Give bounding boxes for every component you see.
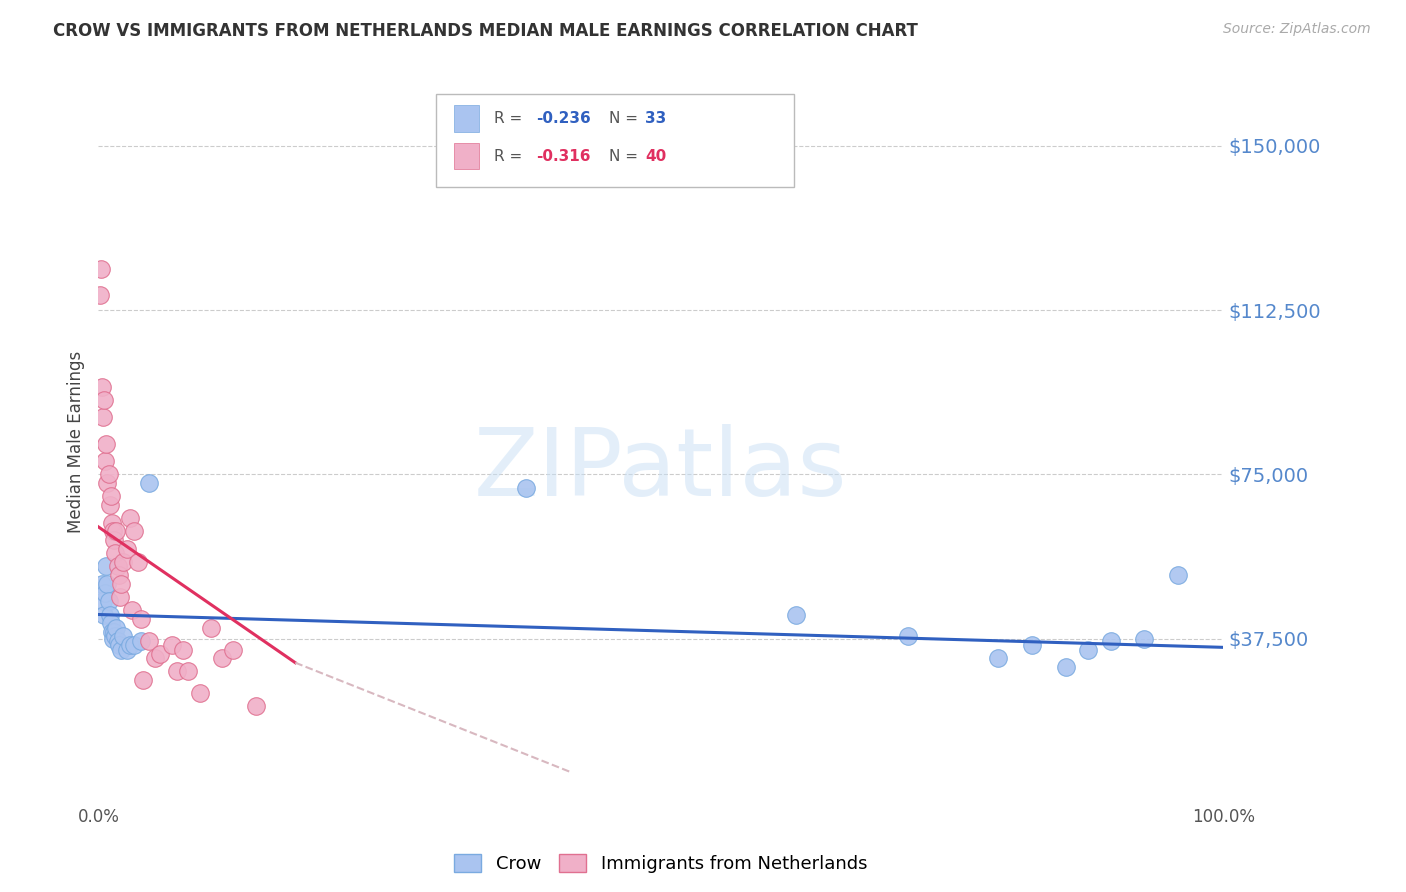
Point [107, 633, 129, 648]
Point [118, 511, 141, 525]
Point [1167, 568, 1189, 582]
Text: 40: 40 [645, 149, 666, 163]
Point [93, 392, 115, 407]
Point [98, 607, 121, 622]
Point [987, 651, 1010, 665]
Point [177, 665, 200, 679]
Point [245, 699, 267, 714]
Point [160, 638, 183, 652]
Point [103, 533, 125, 547]
Point [515, 481, 537, 495]
Point [112, 629, 135, 643]
Point [105, 524, 128, 539]
Point [110, 577, 132, 591]
Point [108, 590, 131, 604]
Point [90, 380, 112, 394]
Point [1077, 642, 1099, 657]
Point [138, 633, 160, 648]
Point [105, 621, 128, 635]
Point [188, 686, 211, 700]
Y-axis label: Median Male Earnings: Median Male Earnings [66, 351, 84, 533]
Point [112, 555, 135, 569]
Point [118, 638, 141, 652]
Text: N =: N = [609, 112, 643, 126]
Legend: Crow, Immigrants from Netherlands: Crow, Immigrants from Netherlands [454, 854, 868, 873]
Point [138, 476, 160, 491]
Point [1021, 638, 1043, 652]
Point [97, 467, 120, 482]
Point [104, 546, 127, 560]
Point [94, 585, 117, 599]
Point [101, 516, 124, 530]
Text: ZIPatlas: ZIPatlas [474, 425, 848, 516]
Point [103, 625, 125, 640]
Point [149, 647, 172, 661]
Point [100, 616, 122, 631]
Point [98, 498, 121, 512]
Text: Source: ZipAtlas.com: Source: ZipAtlas.com [1223, 22, 1371, 37]
Point [96, 476, 118, 491]
Point [124, 638, 146, 652]
Point [110, 642, 132, 657]
Text: -0.236: -0.236 [536, 112, 591, 126]
Point [97, 594, 120, 608]
Point [90, 577, 112, 591]
Point [129, 612, 152, 626]
Point [222, 642, 245, 657]
Point [101, 625, 124, 640]
Text: CROW VS IMMIGRANTS FROM NETHERLANDS MEDIAN MALE EARNINGS CORRELATION CHART: CROW VS IMMIGRANTS FROM NETHERLANDS MEDI… [53, 22, 918, 40]
Point [96, 577, 118, 591]
Point [132, 673, 155, 688]
Point [143, 651, 166, 665]
Point [96, 436, 118, 450]
Point [101, 632, 124, 646]
Point [200, 621, 222, 635]
Point [96, 559, 118, 574]
Point [107, 559, 129, 574]
Point [101, 524, 124, 539]
Point [121, 603, 143, 617]
Text: 33: 33 [645, 112, 666, 126]
Point [115, 541, 138, 556]
Text: R =: R = [494, 149, 527, 163]
Point [1133, 632, 1156, 646]
Point [211, 651, 233, 665]
Point [127, 555, 149, 569]
Point [115, 642, 138, 657]
Point [100, 489, 122, 503]
Point [172, 642, 194, 657]
Point [785, 607, 807, 622]
Point [129, 633, 152, 648]
Text: N =: N = [609, 149, 643, 163]
Text: R =: R = [494, 112, 527, 126]
Point [107, 638, 129, 652]
Point [124, 524, 146, 539]
Point [94, 454, 117, 468]
Point [91, 594, 114, 608]
Point [90, 261, 112, 276]
Point [107, 568, 129, 582]
Point [897, 629, 920, 643]
Point [1099, 633, 1122, 648]
Point [91, 410, 114, 425]
Text: -0.316: -0.316 [536, 149, 591, 163]
Point [89, 288, 111, 302]
Point [166, 665, 188, 679]
Point [104, 629, 127, 643]
Point [93, 607, 115, 622]
Point [1054, 660, 1077, 674]
